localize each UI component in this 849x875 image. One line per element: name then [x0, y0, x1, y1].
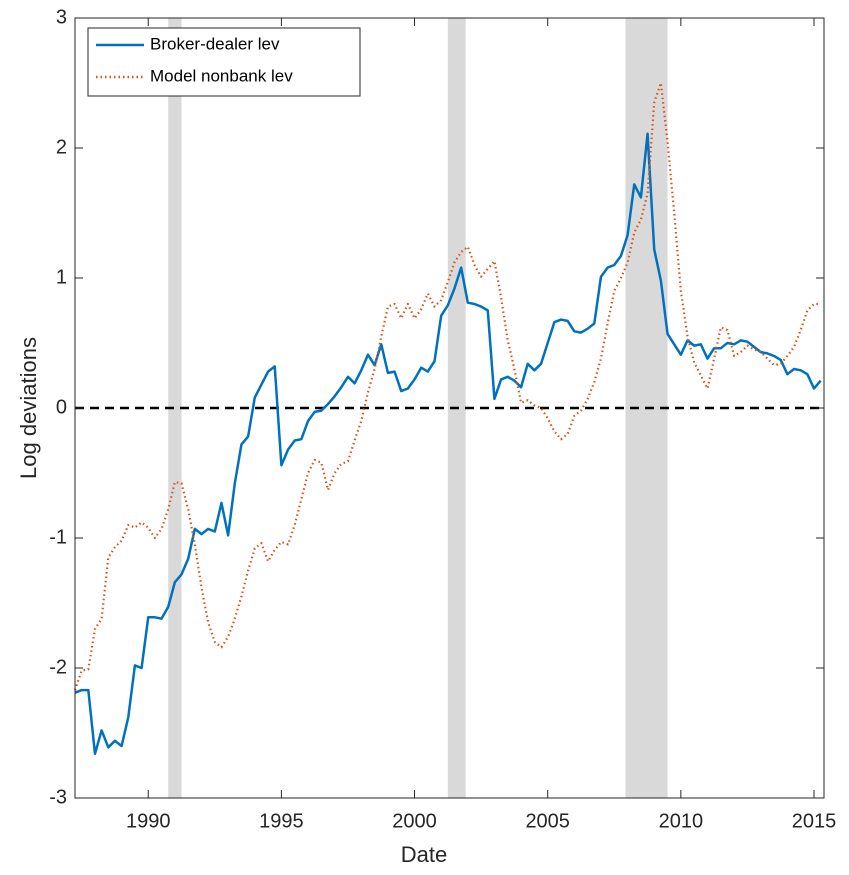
- legend: Broker-dealer lev Model nonbank lev: [87, 27, 361, 97]
- x-tick-label: 2005: [525, 810, 570, 832]
- legend-label: Broker-dealer lev: [150, 34, 280, 53]
- series-line: [74, 132, 822, 756]
- x-tick-label: 2010: [659, 810, 704, 832]
- y-tick-label: 2: [56, 136, 67, 158]
- x-tick-label: 1995: [259, 810, 304, 832]
- ticks-layer: 1990 1995 2000 2005 2010 2015 -3 -2 -1 0 1 2 3: [49, 6, 836, 832]
- y-tick-label: -3: [49, 786, 67, 808]
- x-tick-label: 2000: [392, 810, 437, 832]
- x-tick-label: 1990: [126, 810, 171, 832]
- x-tick-label: 2015: [792, 810, 837, 832]
- y-tick-label: 1: [56, 266, 67, 288]
- series-line: [73, 81, 821, 691]
- y-tick-label: -1: [49, 526, 67, 548]
- y-tick-label: 0: [56, 396, 67, 418]
- y-tick-label: 3: [56, 6, 67, 28]
- shaded-region: [168, 18, 182, 798]
- legend-box: [87, 27, 361, 97]
- y-tick-label: -2: [49, 656, 67, 678]
- x-axis-label: Date: [401, 842, 447, 867]
- y-axis-label: Log deviations: [16, 337, 41, 479]
- legend-label: Model nonbank lev: [150, 66, 293, 85]
- lines-layer: [73, 81, 824, 756]
